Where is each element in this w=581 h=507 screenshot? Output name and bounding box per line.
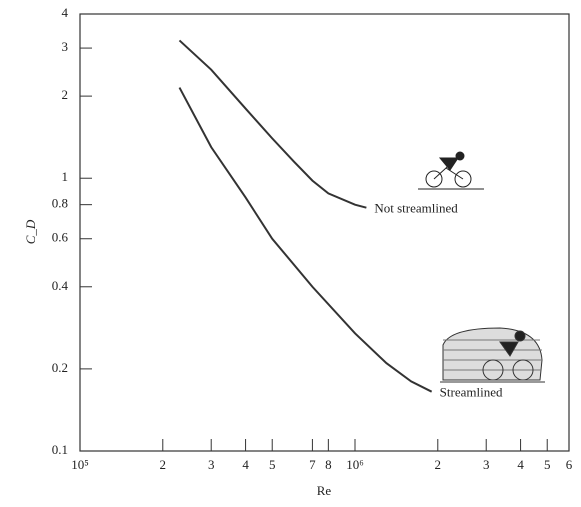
y-tick-label: 0.1 — [52, 442, 68, 457]
x-tick-label: 6 — [566, 457, 573, 472]
plot-frame — [79, 13, 570, 452]
streamlined-cyclist-icon — [440, 327, 545, 383]
y-tick-label: 0.4 — [52, 278, 69, 293]
x-tick-label: 3 — [483, 457, 490, 472]
x-tick-label: 5 — [544, 457, 551, 472]
cyclist-icon — [418, 151, 484, 190]
y-tick-label: 0.8 — [52, 196, 68, 211]
x-tick-label: 2 — [435, 457, 442, 472]
y-tick-label: 2 — [62, 87, 69, 102]
x-tick-label: 3 — [208, 457, 215, 472]
curve-label: Not streamlined — [374, 201, 458, 216]
x-tick-label: 10⁵ — [71, 457, 89, 472]
y-tick-label: 4 — [62, 5, 69, 20]
curve — [178, 87, 433, 393]
x-tick-label: 5 — [269, 457, 276, 472]
x-tick-label: 4 — [242, 457, 249, 472]
curve-label: Streamlined — [440, 385, 503, 400]
x-tick-label: 10⁶ — [346, 457, 364, 472]
x-tick-label: 8 — [325, 457, 332, 472]
y-axis-label: C_D — [23, 219, 38, 244]
x-axis-label: Re — [317, 483, 332, 498]
y-tick-label: 1 — [62, 169, 69, 184]
x-tick-label: 4 — [517, 457, 524, 472]
y-tick-label: 3 — [62, 39, 69, 54]
x-tick-label: 7 — [309, 457, 316, 472]
x-tick-label: 2 — [160, 457, 167, 472]
y-tick-label: 0.2 — [52, 360, 68, 375]
y-tick-label: 0.6 — [52, 230, 69, 245]
curve — [178, 39, 367, 209]
